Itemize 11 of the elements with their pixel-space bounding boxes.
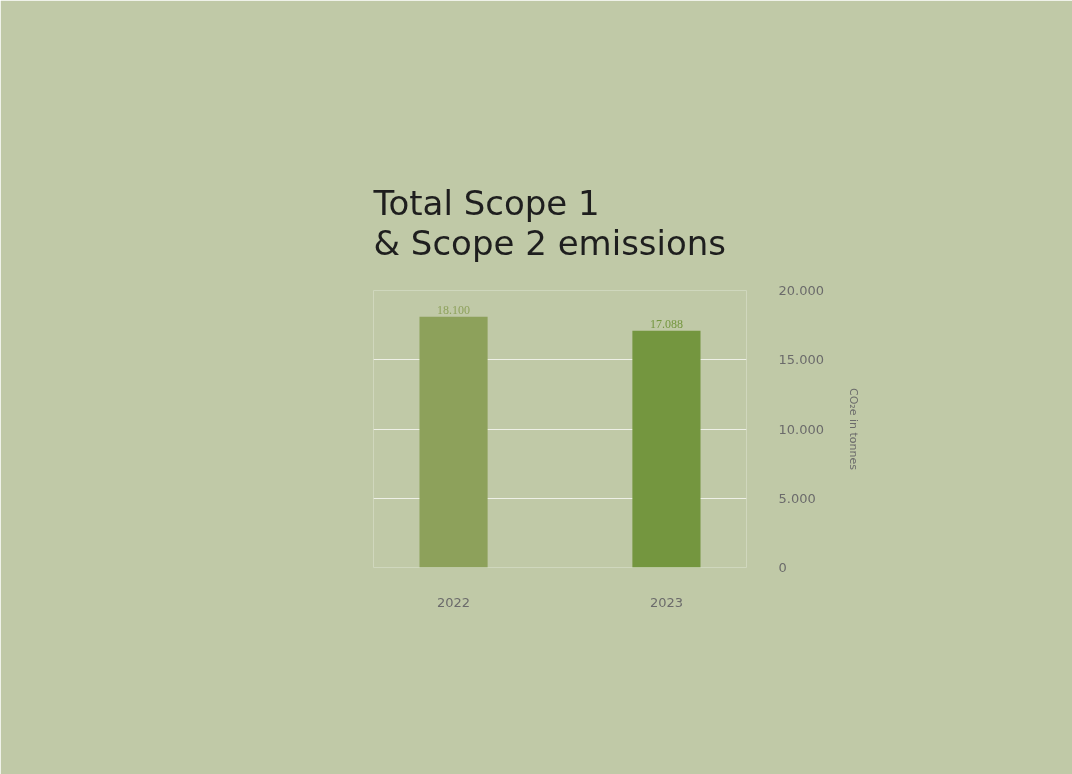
x-tick-label: 2022 (437, 594, 471, 610)
y-tick-label: 0 (778, 560, 787, 575)
chart-title: Total Scope 1 & Scope 2 emissions (372, 183, 727, 263)
y-tick-label: 20.000 (778, 283, 824, 298)
y-tick-label: 10.000 (778, 421, 824, 437)
data-label: 18.100 (437, 302, 471, 317)
y-tick-label: 15.000 (778, 352, 824, 368)
y-tick-label: 5.000 (778, 490, 816, 506)
x-tick-label: 2023 (649, 594, 683, 610)
data-label: 17.088 (649, 316, 683, 331)
y-axis-title: CO₂e in tonnes (846, 387, 860, 471)
